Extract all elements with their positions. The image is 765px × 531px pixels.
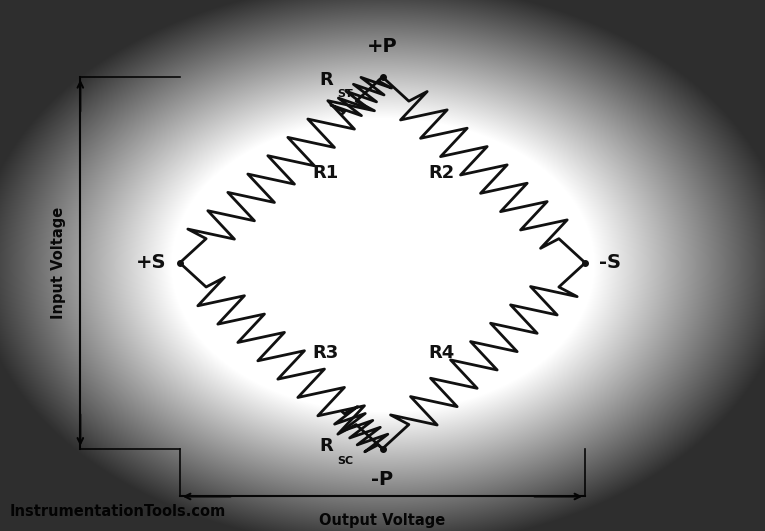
Text: Output Voltage: Output Voltage [319, 513, 446, 528]
Text: R: R [319, 437, 333, 455]
Text: +P: +P [367, 37, 398, 56]
Text: Input Voltage: Input Voltage [51, 207, 67, 319]
Text: -S: -S [599, 253, 621, 272]
Text: R1: R1 [312, 164, 339, 182]
Text: R2: R2 [428, 164, 455, 182]
Text: R3: R3 [312, 344, 339, 362]
Text: R: R [319, 71, 333, 89]
Text: R4: R4 [428, 344, 455, 362]
Text: InstrumentationTools.com: InstrumentationTools.com [9, 504, 226, 519]
Text: ST: ST [337, 89, 353, 99]
Text: SC: SC [337, 456, 353, 466]
Text: +S: +S [135, 253, 166, 272]
Text: -P: -P [372, 470, 393, 489]
